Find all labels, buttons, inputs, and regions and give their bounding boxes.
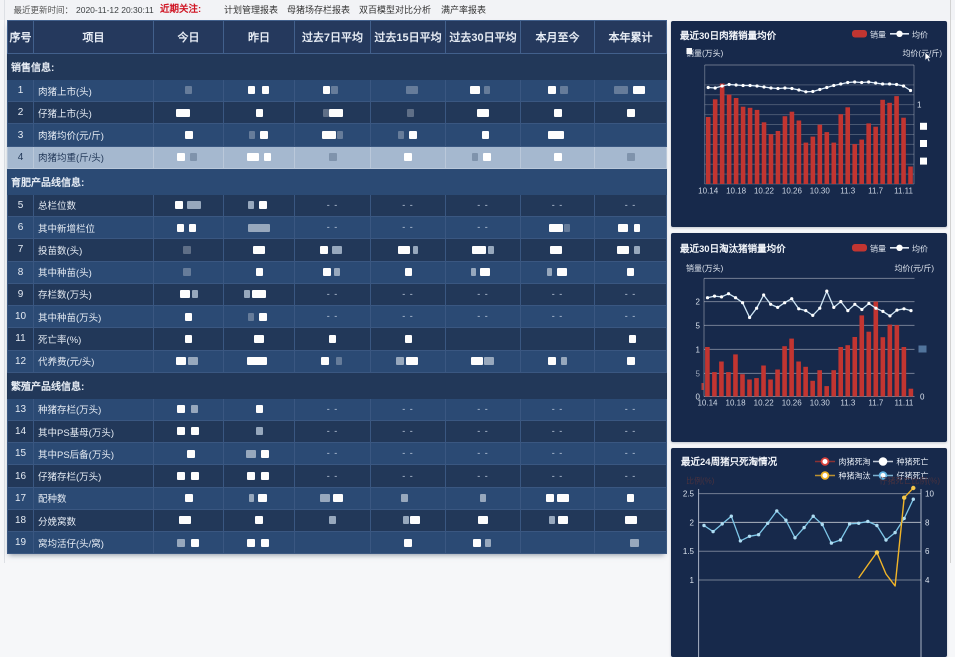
svg-text:肉猪死淘: 肉猪死淘 — [839, 456, 871, 466]
svg-text:2: 2 — [696, 297, 701, 306]
svg-text:均价(元/斤): 均价(元/斤) — [894, 263, 934, 273]
svg-text:10.14: 10.14 — [697, 398, 718, 407]
svg-text:5: 5 — [696, 369, 701, 378]
svg-text:11.3: 11.3 — [840, 187, 856, 196]
svg-text:10.18: 10.18 — [726, 187, 747, 196]
svg-text:1: 1 — [917, 101, 922, 110]
svg-text:1: 1 — [690, 576, 695, 585]
svg-text:比例(%): 比例(%) — [686, 475, 715, 485]
svg-text:最近30日肉猪销量均价: 最近30日肉猪销量均价 — [680, 30, 777, 42]
svg-text:11.11: 11.11 — [895, 398, 914, 407]
svg-text:10.26: 10.26 — [782, 398, 803, 407]
svg-text:最近24周猪只死淘情况: 最近24周猪只死淘情况 — [681, 456, 778, 468]
svg-text:10.18: 10.18 — [726, 398, 747, 407]
svg-text:6: 6 — [925, 547, 930, 556]
svg-text:均价: 均价 — [912, 30, 928, 40]
svg-text:0: 0 — [920, 392, 925, 401]
svg-text:10.30: 10.30 — [810, 187, 831, 196]
svg-text:仔猪死亡: 仔猪死亡 — [897, 470, 929, 480]
svg-text:10.26: 10.26 — [782, 187, 803, 196]
svg-text:仔猪死亡比例(%): 仔猪死亡比例(%) — [880, 475, 941, 485]
svg-text:11.7: 11.7 — [868, 398, 884, 407]
svg-text:0: 0 — [696, 392, 701, 401]
svg-text:11.3: 11.3 — [840, 398, 856, 407]
svg-text:均价(元/斤): 均价(元/斤) — [902, 48, 942, 58]
svg-text:10.14: 10.14 — [698, 187, 719, 196]
svg-text:10: 10 — [925, 489, 934, 498]
svg-text:最近30日淘汰猪销量均价: 最近30日淘汰猪销量均价 — [680, 243, 786, 255]
svg-text:8: 8 — [925, 518, 930, 527]
svg-text:销量(万头): 销量(万头) — [686, 263, 724, 273]
svg-text:销量: 销量 — [870, 243, 886, 253]
svg-text:4: 4 — [925, 576, 930, 585]
svg-text:11.11: 11.11 — [894, 187, 913, 196]
svg-text:5: 5 — [696, 321, 701, 330]
svg-text:1.5: 1.5 — [683, 547, 695, 556]
svg-text:销量(万头): 销量(万头) — [686, 48, 724, 58]
svg-text:均价: 均价 — [912, 243, 928, 253]
svg-text:种猪死亡: 种猪死亡 — [897, 456, 929, 466]
svg-text:10.30: 10.30 — [810, 398, 831, 407]
svg-text:10.22: 10.22 — [754, 187, 775, 196]
svg-text:销量: 销量 — [870, 30, 886, 40]
svg-text:11.7: 11.7 — [868, 187, 884, 196]
svg-text:10.22: 10.22 — [754, 398, 775, 407]
svg-text:2: 2 — [690, 518, 695, 527]
svg-text:2.5: 2.5 — [683, 489, 695, 498]
svg-text:1: 1 — [696, 345, 701, 354]
svg-text:种猪淘汰: 种猪淘汰 — [839, 470, 871, 480]
